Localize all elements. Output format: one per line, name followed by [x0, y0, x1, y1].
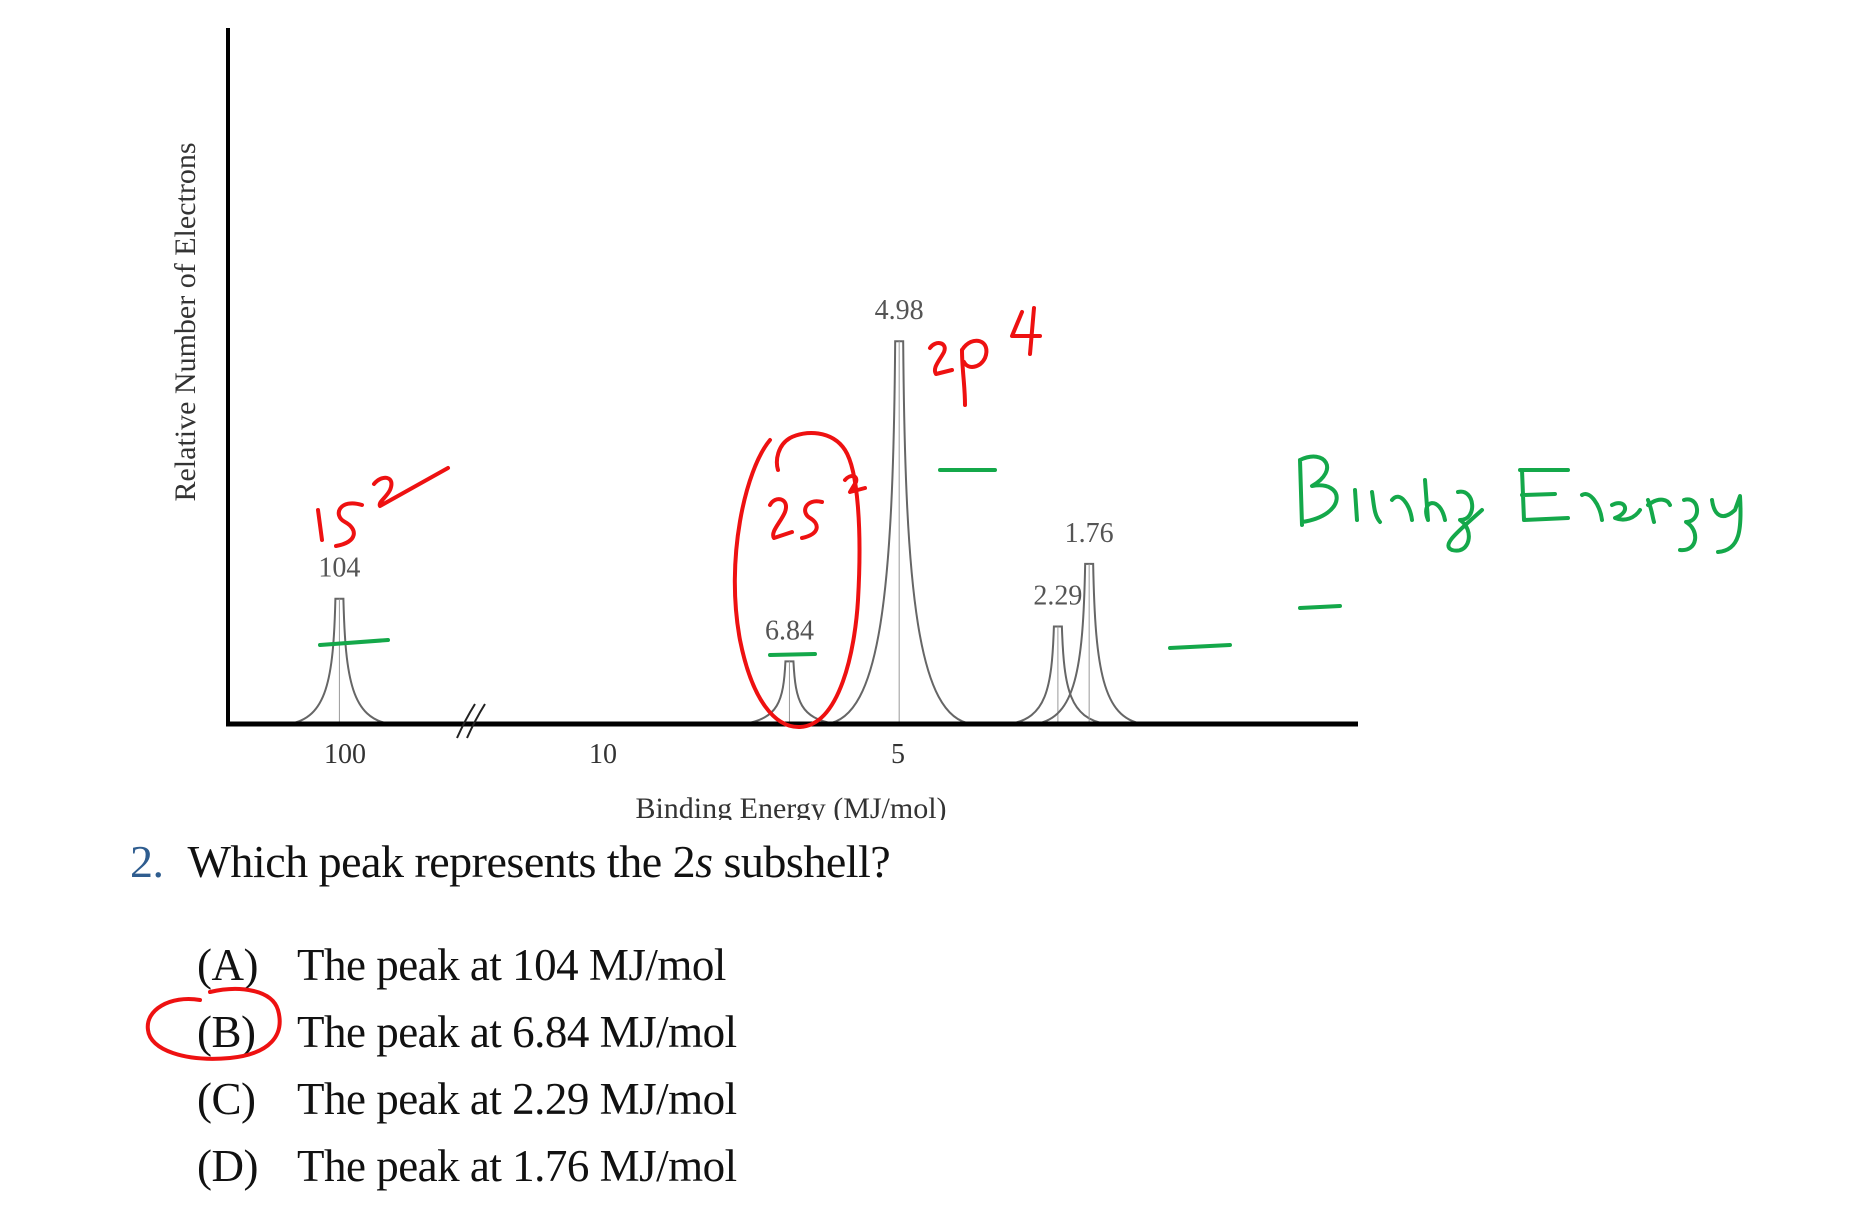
option-text: The peak at 104 MJ/mol: [297, 940, 726, 990]
x-axis-label: Binding Energy (MJ/mol): [635, 792, 946, 820]
question-text: 2. Which peak represents the 2s subshell?: [130, 835, 1330, 888]
option-b[interactable]: (B) The peak at 6.84 MJ/mol: [197, 999, 737, 1066]
option-c[interactable]: (C) The peak at 2.29 MJ/mol: [197, 1066, 737, 1133]
question-text-end: subshell?: [712, 836, 891, 887]
peak-label-2.29: 2.29: [1033, 581, 1082, 612]
x-tick-label-10: 10: [589, 739, 617, 770]
peak-label-4.98: 4.98: [875, 295, 924, 326]
peak-label-1.76: 1.76: [1065, 518, 1114, 549]
question-text-start: Which peak represents the 2: [187, 836, 696, 887]
option-text: The peak at 6.84 MJ/mol: [297, 1007, 737, 1057]
option-letter: (C): [197, 1074, 256, 1124]
option-a[interactable]: (A) The peak at 104 MJ/mol: [197, 932, 737, 999]
x-tick-label-100: 100: [324, 739, 366, 770]
pes-chart: 104 6.84 4.98 2.29 1.76 100 10 5 Binding Ene…: [169, 28, 1358, 820]
question-italic-s: s: [695, 836, 713, 887]
question-number: 2.: [130, 836, 164, 887]
peaks-layer: [288, 340, 1144, 725]
x-tick-labels: 100 10 5: [324, 739, 905, 770]
answer-options: (A) The peak at 104 MJ/mol (B) The peak at…: [197, 932, 737, 1200]
x-tick-label-5: 5: [891, 739, 905, 770]
option-text: The peak at 2.29 MJ/mol: [297, 1074, 737, 1124]
option-letter: (D): [197, 1141, 258, 1191]
y-axis-label: Relative Number of Electrons: [169, 142, 202, 501]
question: 2. Which peak represents the 2s subshell?: [130, 835, 1330, 888]
peak-label-104: 104: [318, 553, 360, 584]
option-letter: (B): [197, 1007, 256, 1057]
option-text: The peak at 1.76 MJ/mol: [297, 1141, 737, 1191]
peak-labels-layer: 104 6.84 4.98 2.29 1.76: [318, 295, 1113, 646]
option-d[interactable]: (D) The peak at 1.76 MJ/mol: [197, 1133, 737, 1200]
peak-label-6.84: 6.84: [765, 615, 814, 646]
axis-break-mark: [456, 703, 486, 739]
option-letter: (A): [197, 940, 258, 990]
